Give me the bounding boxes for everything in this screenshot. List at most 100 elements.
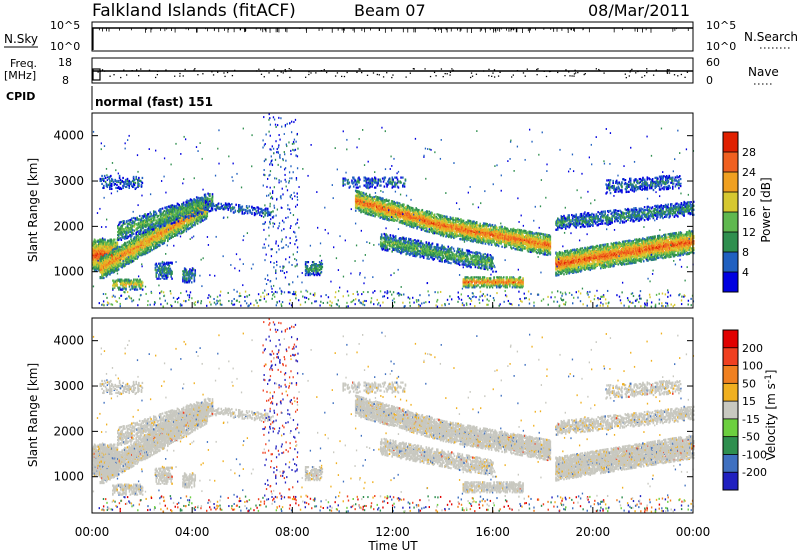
power-cell (234, 210, 236, 212)
nsearch-tick-low: 10^0 (706, 40, 736, 53)
power-cell (138, 236, 140, 238)
power-cell (130, 283, 132, 285)
freq-point (326, 72, 327, 73)
power-cell (315, 266, 317, 268)
power-cell (156, 265, 158, 267)
power-cell (170, 276, 172, 278)
power-cell (189, 278, 191, 280)
power-cell (197, 209, 199, 211)
freq-point (256, 70, 257, 71)
nsky-label: N.Sky (4, 32, 38, 46)
power-cell (313, 261, 315, 263)
freq-point (227, 72, 228, 73)
power-cell (134, 236, 136, 238)
power-cell (363, 194, 365, 196)
freq-point (424, 68, 425, 69)
power-cell (134, 226, 136, 228)
power-cell (373, 196, 375, 198)
power-cell (133, 217, 135, 219)
power-cell (212, 195, 214, 197)
freq-point (667, 73, 668, 74)
freq-point (174, 76, 175, 77)
freq-point (391, 77, 392, 78)
freq-point (674, 74, 675, 75)
power-cell (231, 203, 233, 205)
power-cell (201, 217, 203, 219)
freq-point (410, 73, 411, 74)
freq-point (179, 73, 180, 74)
power-cell (147, 252, 149, 254)
power-cell (139, 279, 141, 281)
power-cell (128, 236, 130, 238)
power-cell (103, 277, 105, 279)
freq-point (202, 73, 203, 74)
site-title: Falkland Islands (fitACF) (92, 1, 296, 21)
power-cell (221, 205, 223, 207)
power-cell (230, 209, 232, 211)
power-cell (141, 229, 143, 231)
power-cell (191, 277, 193, 279)
power-cell (121, 239, 123, 241)
power-cell (137, 289, 139, 291)
power-cell (227, 208, 229, 210)
power-cell (135, 235, 137, 237)
power-cell (168, 262, 170, 264)
power-cell (249, 209, 251, 211)
freq-point (443, 76, 444, 77)
power-cell (149, 215, 151, 217)
power-cell (382, 198, 384, 200)
freq-point (217, 72, 218, 73)
freq-point (537, 68, 538, 69)
power-cell (151, 215, 153, 217)
power-cell (183, 227, 185, 229)
freq-point (574, 70, 575, 71)
freq-point (476, 74, 477, 75)
freq-point (165, 69, 166, 70)
power-cell (227, 205, 229, 207)
freq-point (109, 76, 110, 77)
freq-point (197, 74, 198, 75)
nave-label: Nave (748, 65, 779, 79)
power-cell (210, 210, 212, 212)
power-cell (182, 280, 184, 282)
power-cell (164, 263, 166, 265)
freq-point (281, 71, 282, 72)
power-cell (187, 271, 189, 273)
power-cell (394, 219, 396, 221)
freq-point (471, 72, 472, 73)
power-cell (235, 204, 237, 206)
freq-point (575, 72, 576, 73)
nsky-tick-low: 10^0 (50, 40, 80, 53)
power-cell (212, 208, 214, 210)
freq-point (577, 72, 578, 73)
power-cell (110, 239, 112, 241)
freq-point (517, 70, 518, 71)
power-cell (113, 241, 115, 243)
power-cell (199, 212, 201, 214)
freq-point (631, 69, 632, 70)
power-cell (313, 272, 315, 274)
freq-tick-high: 18 (58, 56, 72, 69)
freq-point (447, 73, 448, 74)
power-cell (110, 251, 112, 253)
power-cell (205, 195, 207, 197)
power-cell (127, 241, 129, 243)
freq-point (445, 73, 446, 74)
power-cell (212, 193, 214, 195)
power-cell (209, 198, 211, 200)
freq-point (232, 75, 233, 76)
freq-point (574, 73, 575, 74)
power-cell (251, 206, 253, 208)
freq-point (405, 76, 406, 77)
power-cell (136, 231, 138, 233)
power-cell (218, 202, 220, 204)
power-cell (258, 208, 260, 210)
freq-point (536, 74, 537, 75)
freq-point (268, 72, 269, 73)
power-cell (230, 207, 232, 209)
freq-point (653, 75, 654, 76)
freq-point (386, 72, 387, 73)
power-cell (172, 236, 174, 238)
power-cell (134, 222, 136, 224)
power-cell (184, 229, 186, 231)
